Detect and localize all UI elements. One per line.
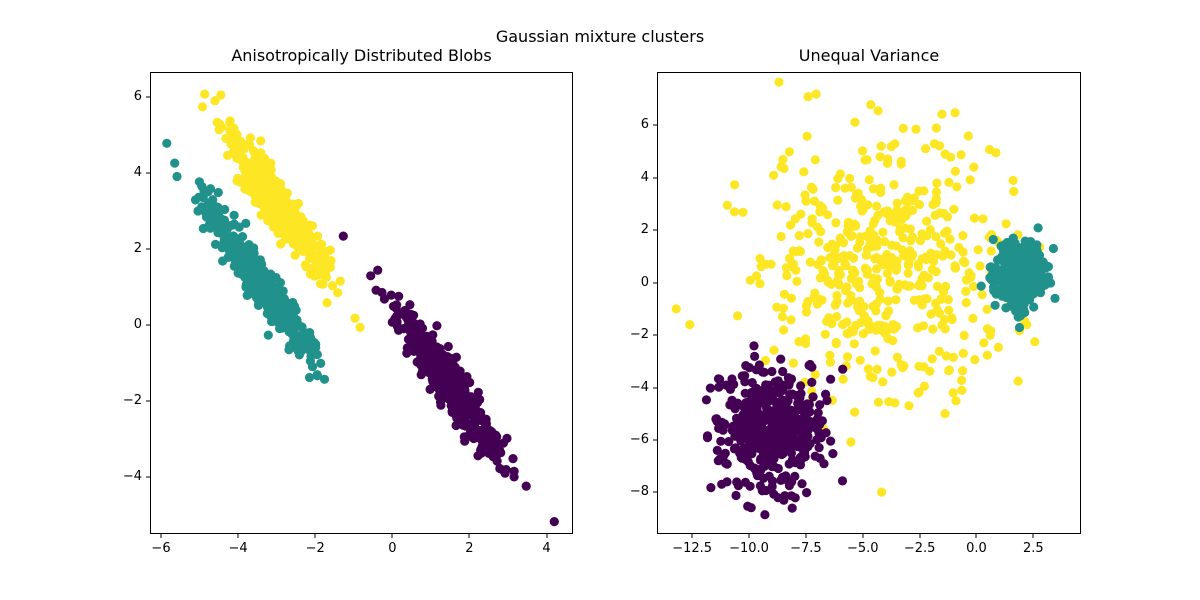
x-tick-mark <box>919 534 921 538</box>
figure-suptitle: Gaussian mixture clusters <box>495 27 705 46</box>
y-tick-mark <box>653 124 657 126</box>
x-tick-mark <box>314 534 316 538</box>
teal-anisotropic-blob <box>162 138 330 384</box>
x-tick-mark <box>862 534 864 538</box>
y-tick-mark <box>653 229 657 231</box>
x-tick-mark <box>391 534 393 538</box>
x-tick-mark <box>975 534 977 538</box>
y-tick-mark <box>146 172 150 174</box>
x-tick-mark <box>237 534 239 538</box>
yellow-large-variance-blob <box>671 77 1045 497</box>
y-tick-label: 4 <box>640 169 649 185</box>
x-tick-label: 0 <box>388 541 397 556</box>
x-tick-mark <box>546 534 548 538</box>
y-tick-label: −6 <box>629 431 649 447</box>
y-tick-label: −2 <box>122 392 142 408</box>
x-tick-label: −12.5 <box>672 541 713 556</box>
scatter-points-anisotropic <box>162 89 559 527</box>
x-tick-mark <box>468 534 470 538</box>
y-tick-mark <box>146 248 150 250</box>
x-tick-label: −5.0 <box>846 541 879 556</box>
y-tick-label: 6 <box>640 117 649 133</box>
teal-small-variance-blob <box>976 223 1060 333</box>
y-tick-mark <box>146 96 150 98</box>
scatter-points-unequal-variance <box>671 77 1060 520</box>
x-tick-label: −2.5 <box>903 541 936 556</box>
x-tick-label: −6 <box>151 541 171 556</box>
y-tick-mark <box>146 324 150 326</box>
x-tick-mark <box>748 534 750 538</box>
y-tick-mark <box>653 282 657 284</box>
x-tick-label: −7.5 <box>790 541 822 556</box>
purple-anisotropic-blob <box>338 231 559 527</box>
axes-unequal-variance: −12.5 −10.0 −7.5 −5.0 −2.5 0.0 2.5 6 4 2 0 −2 −4 −6 −8 <box>630 72 1081 556</box>
x-tick-label: −10.0 <box>729 541 769 556</box>
x-tick-mark <box>1032 534 1034 538</box>
y-tick-mark <box>146 476 150 478</box>
y-tick-mark <box>653 177 657 179</box>
x-tick-label: −4 <box>228 541 248 556</box>
y-tick-mark <box>146 400 150 402</box>
y-tick-label: −2 <box>629 327 649 343</box>
axes-anisotropic-blobs: −6 −4 −2 0 2 4 6 4 2 0 −2 −4 <box>123 72 573 556</box>
y-tick-label: 4 <box>133 164 142 180</box>
yellow-anisotropic-blob <box>197 89 365 332</box>
x-tick-mark <box>160 534 162 538</box>
y-tick-mark <box>653 439 657 441</box>
y-tick-label: 2 <box>133 240 142 256</box>
y-tick-label: −8 <box>629 484 649 500</box>
y-tick-label: −4 <box>629 379 649 395</box>
y-tick-label: 2 <box>640 222 649 238</box>
subplot-title-unequal-variance: Unequal Variance <box>798 46 940 65</box>
y-tick-mark <box>653 387 657 389</box>
x-tick-mark <box>805 534 807 538</box>
x-tick-label: 4 <box>542 541 551 556</box>
x-tick-mark <box>691 534 693 538</box>
y-tick-label: 6 <box>133 88 142 104</box>
x-tick-label: −2 <box>305 541 325 556</box>
purple-medium-variance-blob <box>701 341 848 520</box>
x-tick-label: 0.0 <box>966 541 987 556</box>
y-tick-label: 0 <box>133 316 142 332</box>
x-tick-label: 2 <box>465 541 474 556</box>
y-tick-mark <box>653 334 657 336</box>
subplot-title-anisotropic: Anisotropically Distributed Blobs <box>231 46 492 65</box>
y-tick-label: −4 <box>122 468 142 484</box>
y-tick-mark <box>653 491 657 493</box>
y-tick-label: 0 <box>640 274 649 290</box>
x-tick-label: 2.5 <box>1023 541 1044 556</box>
